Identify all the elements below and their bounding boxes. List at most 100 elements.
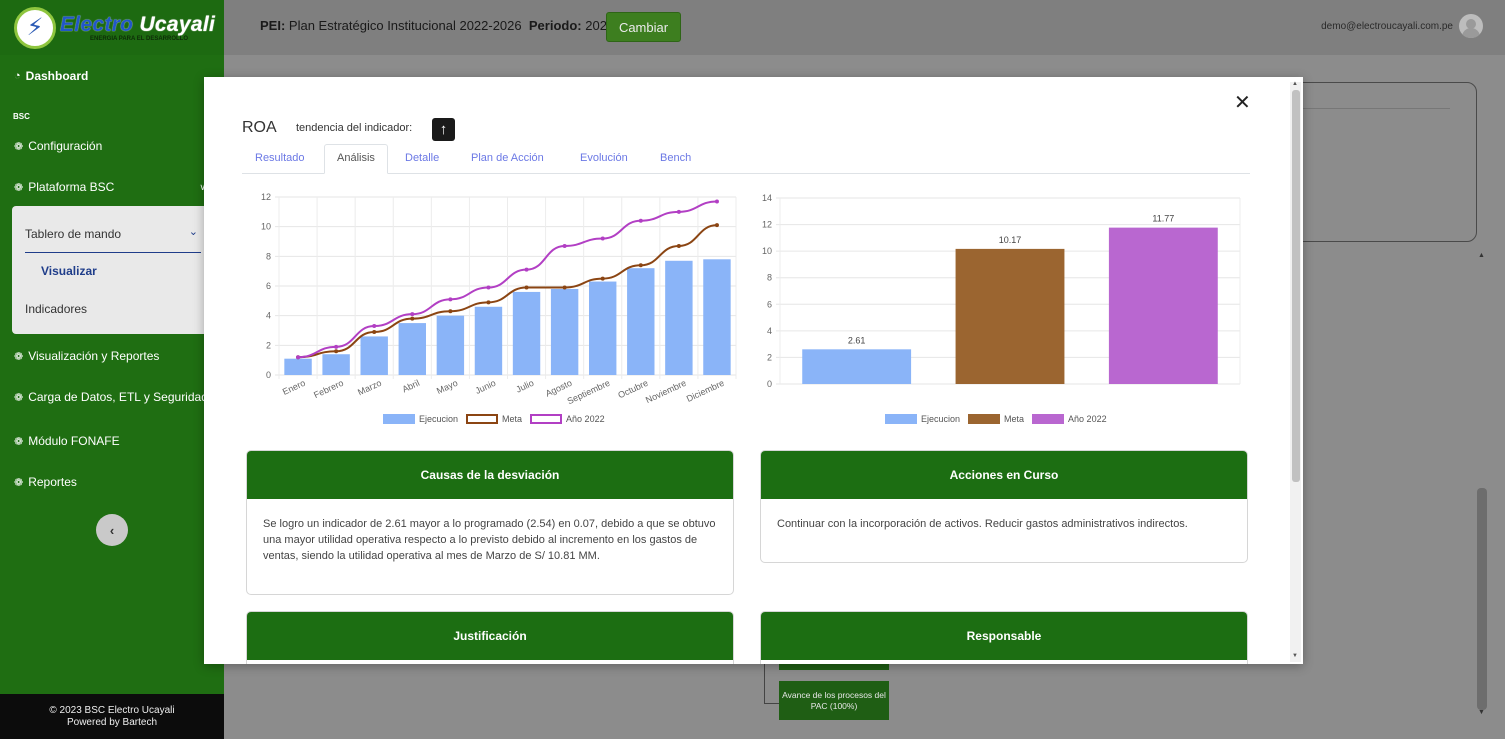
bar-ejecucion (703, 259, 731, 375)
chevron-left-icon: ‹ (109, 522, 115, 538)
y-tick-label: 10 (762, 246, 772, 256)
x-tick-label: Noviembre (644, 378, 688, 405)
nav-configuracion-label: Configuración (28, 139, 103, 153)
point-anio (638, 218, 643, 223)
bar-ejecucion (398, 323, 427, 375)
tab-plan-de-accion[interactable]: Plan de Acción (471, 152, 544, 164)
nav-dashboard[interactable]: ◔ Dashboard (14, 69, 88, 83)
x-tick-label: Marzo (356, 378, 383, 398)
point-anio (524, 267, 529, 272)
y-tick-label: 8 (266, 251, 271, 261)
lightning-icon: ⚡ (14, 6, 56, 49)
gear-icon: ❁ (14, 435, 24, 448)
nav-plataforma-bsc[interactable]: ❁ Plataforma BSC (14, 180, 114, 194)
card-causas: Causas de la desviación Se logro un indi… (246, 450, 734, 595)
nav-configuracion[interactable]: ❁ Configuración (14, 139, 102, 153)
submenu-plataforma: Tablero de mando ⌄ Visualizar Indicadore… (12, 206, 212, 334)
background-box-top (779, 664, 889, 670)
caret-up-icon[interactable]: ▲ (1292, 81, 1298, 87)
gear-icon: ❁ (14, 140, 24, 153)
data-label: 2.61 (848, 335, 866, 345)
chart1-legend: Ejecucion Meta Año 2022 (383, 414, 613, 424)
sidebar-footer: © 2023 BSC Electro Ucayali Powered by Ba… (0, 694, 224, 739)
y-tick-label: 14 (762, 193, 772, 203)
close-icon[interactable]: ✕ (1234, 92, 1251, 114)
logo-tagline: ENERGIA PARA EL DESARROLLO (90, 36, 189, 42)
tab-analisis[interactable]: Análisis (324, 144, 388, 174)
indicator-modal: ✕ ROA tendencia del indicador: ↑ Resulta… (204, 77, 1303, 664)
tab-bench[interactable]: Bench (660, 152, 692, 164)
point-meta (372, 329, 377, 334)
y-tick-label: 4 (266, 311, 271, 321)
point-anio (600, 236, 605, 241)
card-responsable: Responsable (760, 611, 1248, 664)
summary-chart: 2.61 10.17 11.77 0 2 4 6 8 10 12 14 (762, 193, 1241, 389)
nav-visualizacion-label: Visualización y Reportes (28, 349, 160, 363)
background-box-pac: Avance de los procesos del PAC (100%) (779, 681, 889, 720)
tab-detalle[interactable]: Detalle (405, 152, 440, 164)
bar-ejecucion (665, 260, 693, 375)
caret-down-icon[interactable]: ▼ (1292, 653, 1298, 659)
card-responsable-title: Responsable (761, 612, 1247, 660)
chevron-down-icon[interactable]: ∨ (199, 182, 206, 192)
submenu-indicadores[interactable]: Indicadores (25, 302, 88, 316)
nav-dashboard-label: Dashboard (25, 69, 89, 83)
avatar[interactable] (1459, 14, 1483, 38)
point-anio (486, 285, 491, 290)
submenu-tablero[interactable]: Tablero de mando (25, 227, 122, 241)
tab-evolucion[interactable]: Evolución (580, 152, 628, 164)
x-tick-label: Diciembre (685, 378, 726, 404)
cambiar-button[interactable]: Cambiar (606, 12, 681, 42)
point-meta (638, 263, 643, 268)
modal-scrollbar-thumb[interactable] (1292, 90, 1300, 482)
line-meta (298, 224, 718, 359)
legend-item-meta[interactable]: Meta (466, 414, 522, 424)
tendencia-label: tendencia del indicador: (296, 122, 413, 134)
nav-plataforma-label: Plataforma BSC (28, 180, 115, 194)
chart2-legend: Ejecucion Meta Año 2022 (885, 414, 1115, 424)
divider (25, 252, 201, 253)
background-card (1290, 82, 1477, 242)
nav-carga-datos[interactable]: ❁ Carga de Datos, ETL y Seguridad (14, 390, 208, 404)
background-connector (764, 664, 765, 704)
x-tick-label: Septiembre (566, 378, 612, 407)
nav-visualizacion[interactable]: ❁ Visualización y Reportes (14, 349, 159, 363)
nav-fonafe[interactable]: ❁ Módulo FONAFE (14, 434, 120, 448)
nav-reportes[interactable]: ❁ Reportes (14, 475, 77, 489)
legend-item-anio[interactable]: Año 2022 (1032, 414, 1107, 424)
data-label: 11.77 (1152, 214, 1174, 224)
background-connector (764, 703, 779, 704)
user-email[interactable]: demo@electroucayali.com.pe (1321, 21, 1453, 32)
tab-resultado[interactable]: Resultado (255, 152, 305, 164)
submenu-visualizar[interactable]: Visualizar (41, 264, 97, 278)
bar-ejecucion (512, 291, 541, 375)
point-meta (448, 309, 453, 314)
legend-item-ejecucion[interactable]: Ejecucion (885, 414, 960, 424)
gear-icon: ❁ (14, 476, 24, 489)
bar-ejecucion (550, 288, 579, 375)
logo[interactable]: ⚡ Electro Ucayali ENERGIA PARA EL DESARR… (0, 0, 224, 55)
point-meta (676, 243, 681, 248)
point-anio (296, 355, 301, 360)
legend-item-ejecucion[interactable]: Ejecucion (383, 414, 458, 424)
legend-item-meta[interactable]: Meta (968, 414, 1024, 424)
caret-down-icon: ▼ (1478, 709, 1485, 716)
chevron-down-icon[interactable]: ⌄ (188, 226, 198, 238)
legend-label: Meta (502, 414, 523, 424)
card-acciones-body: Continuar con la incorporación de activo… (777, 518, 1188, 530)
point-meta (334, 349, 339, 354)
footer-copyright: © 2023 BSC Electro Ucayali (49, 705, 175, 716)
page-scrollbar[interactable] (1477, 488, 1487, 710)
legend-label: Año 2022 (1068, 414, 1107, 424)
legend-item-anio[interactable]: Año 2022 (530, 414, 605, 424)
bar-ejecucion (474, 306, 503, 375)
x-tick-label: Julio (514, 378, 535, 395)
y-tick-label: 6 (767, 299, 772, 309)
card-acciones-title: Acciones en Curso (761, 451, 1247, 499)
y-tick-label: 10 (261, 222, 271, 232)
bar-ejecucion (588, 281, 617, 375)
logo-name-1: Electro (60, 13, 134, 36)
section-label: BSC (13, 112, 30, 121)
collapse-sidebar-button[interactable]: ‹ (96, 514, 128, 546)
bar-ejecucion (436, 315, 465, 375)
